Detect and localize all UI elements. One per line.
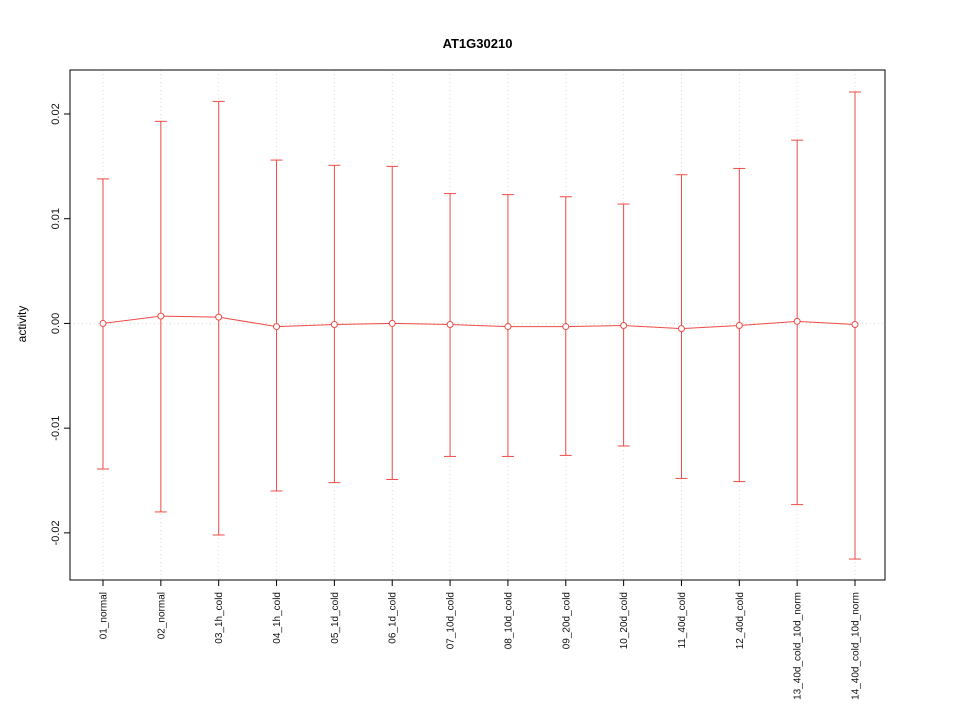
y-tick-label: 0.00 [50, 313, 62, 334]
data-point-marker [851, 320, 859, 328]
x-category-label: 10_20d_cold [619, 592, 630, 649]
plot-border [69, 69, 886, 581]
x-category-label: 09_20d_cold [561, 592, 572, 649]
series-line [102, 315, 856, 330]
x-category-label: 11_40d_cold [677, 592, 688, 649]
data-point-marker [620, 322, 628, 330]
data-point-marker [446, 320, 454, 328]
data-point-marker [504, 323, 512, 331]
x-category-label: 14_40d_cold_10d_norm [851, 592, 862, 700]
data-point-marker [793, 317, 801, 325]
data-point-marker [677, 325, 685, 333]
data-point-marker [273, 323, 281, 331]
data-point-marker [99, 319, 107, 327]
y-tick-label: 0.02 [50, 103, 62, 124]
x-category-label: 02_normal [156, 592, 167, 639]
x-category-label: 03_1h_cold [214, 592, 225, 644]
x-category-label: 08_10d_cold [503, 592, 514, 649]
data-point-marker [735, 322, 743, 330]
chart-title: AT1G30210 [442, 36, 513, 51]
x-category-label: 04_1h_cold [272, 592, 283, 644]
data-point-marker [562, 323, 570, 331]
x-category-label: 12_40d_cold [735, 592, 746, 649]
data-point-marker [157, 312, 165, 320]
data-point-marker [388, 319, 396, 327]
x-category-label: 01_normal [99, 592, 110, 639]
y-tick-label: 0.01 [50, 208, 62, 229]
x-category-label: 05_1d_cold [330, 592, 341, 644]
x-category-label: 06_1d_cold [388, 592, 399, 644]
y-tick-label: -0.02 [50, 520, 62, 545]
x-category-label: 07_10d_cold [446, 592, 457, 649]
data-point-marker [330, 320, 338, 328]
y-tick-label: -0.01 [50, 416, 62, 441]
x-category-label: 13_40d_cold_10d_norm [793, 592, 804, 700]
data-point-marker [215, 313, 223, 321]
